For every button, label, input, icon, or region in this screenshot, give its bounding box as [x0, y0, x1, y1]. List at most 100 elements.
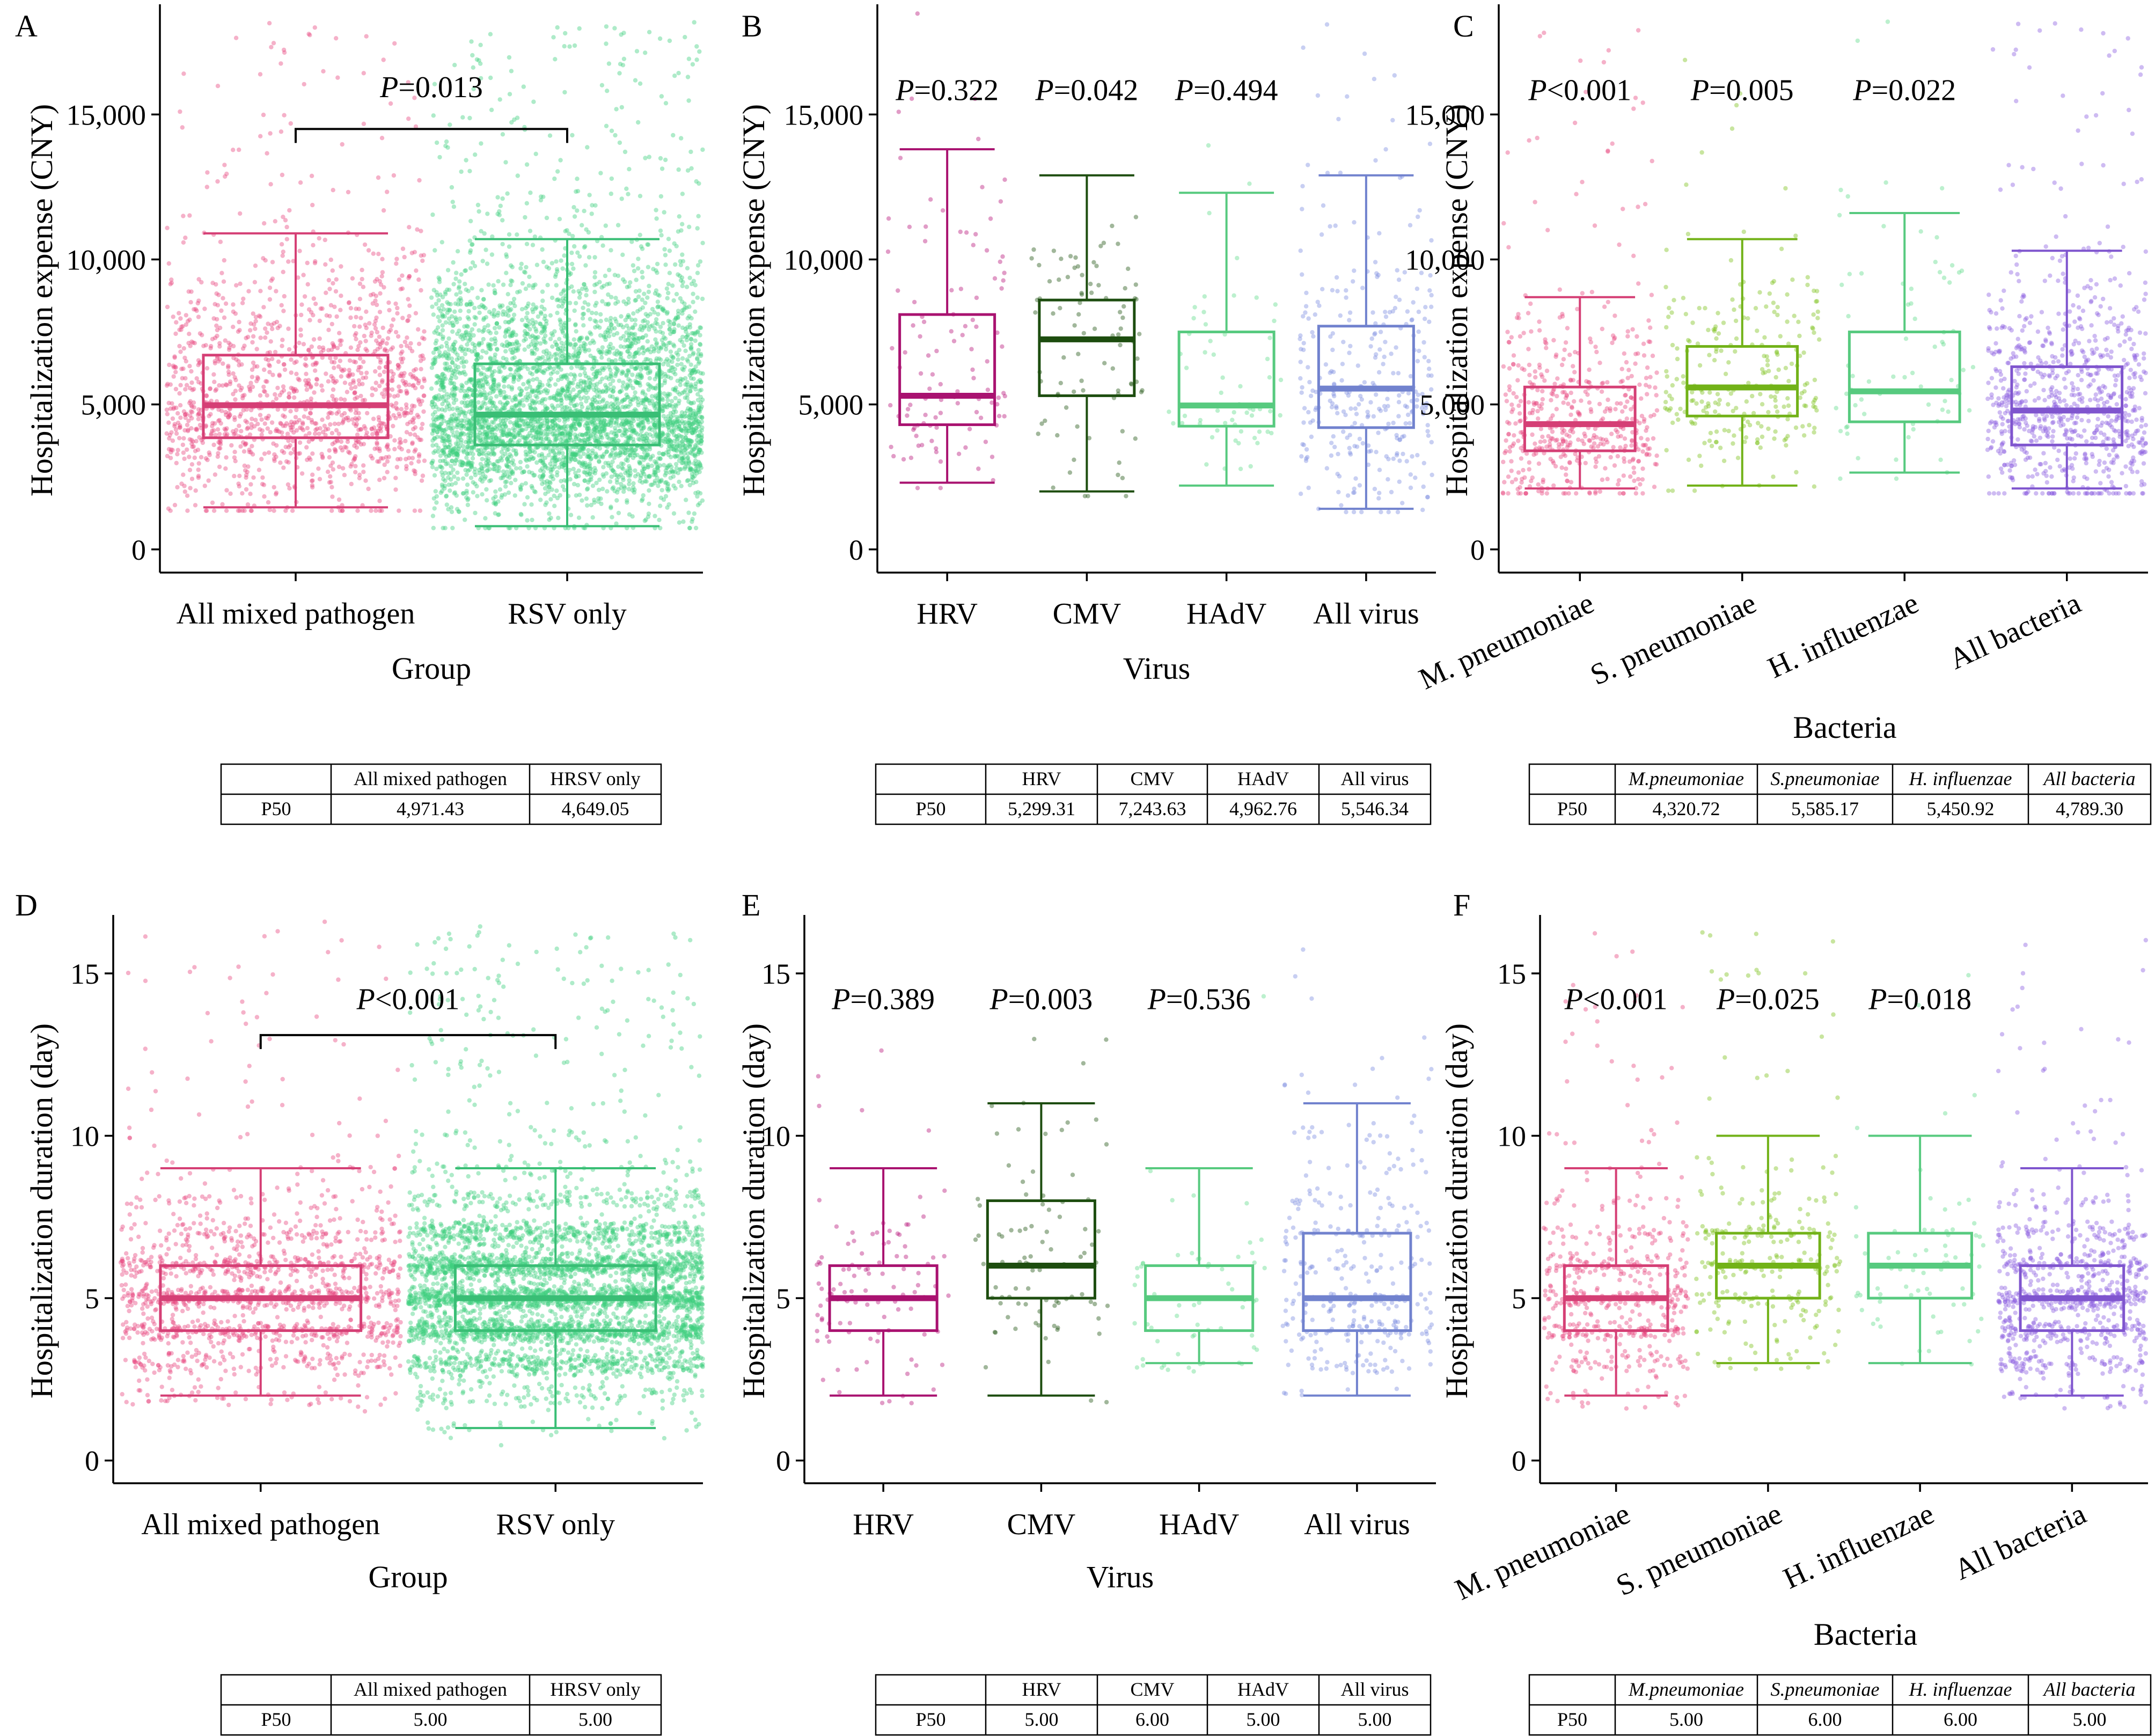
point [457, 316, 463, 321]
point [390, 345, 395, 350]
point [172, 503, 178, 508]
point [402, 371, 407, 376]
point [647, 283, 651, 289]
point [585, 145, 590, 150]
point [547, 378, 552, 383]
point [653, 385, 657, 391]
point [245, 502, 251, 507]
point [280, 172, 285, 178]
point [283, 444, 288, 450]
point [184, 359, 188, 364]
point [399, 343, 404, 349]
point [308, 385, 313, 390]
point [659, 94, 664, 99]
point [181, 346, 186, 351]
point [173, 386, 179, 392]
point [642, 348, 647, 353]
point [181, 366, 186, 371]
point [534, 395, 540, 400]
point [636, 294, 641, 299]
point [586, 308, 591, 313]
point [658, 156, 663, 161]
point [610, 468, 615, 473]
point [293, 387, 298, 392]
point [662, 247, 667, 252]
point [177, 436, 182, 441]
point [196, 416, 201, 422]
point [197, 360, 203, 365]
point [691, 291, 695, 296]
point [168, 447, 174, 452]
point [261, 112, 266, 118]
point [211, 428, 216, 433]
point [290, 438, 296, 443]
point [681, 519, 686, 524]
point [677, 479, 681, 485]
point [416, 277, 421, 282]
point [375, 442, 379, 446]
point [596, 487, 602, 493]
point [187, 455, 192, 459]
point [197, 422, 203, 428]
point [556, 365, 561, 370]
point [478, 42, 483, 48]
point [689, 166, 694, 171]
point [606, 61, 612, 66]
point [486, 282, 491, 287]
point [175, 448, 180, 452]
point [310, 483, 315, 488]
point [665, 505, 670, 510]
point [382, 369, 387, 375]
point [520, 281, 525, 286]
point [190, 439, 195, 444]
point [174, 431, 179, 436]
point [220, 502, 225, 507]
point [688, 149, 693, 155]
point [585, 503, 590, 508]
point [587, 193, 592, 197]
point [573, 322, 578, 327]
point [685, 75, 691, 79]
point [693, 525, 699, 531]
point [446, 438, 451, 443]
point [339, 413, 344, 417]
point [346, 301, 351, 305]
point [243, 442, 248, 448]
point [675, 448, 679, 453]
point [603, 223, 609, 228]
point [288, 121, 293, 126]
point [681, 443, 686, 448]
point [488, 478, 494, 483]
point [207, 414, 211, 419]
point [412, 433, 417, 437]
point [614, 107, 619, 112]
point [454, 493, 459, 498]
point [668, 349, 673, 354]
point [244, 335, 248, 341]
point [165, 453, 170, 459]
point [294, 371, 299, 376]
point [503, 334, 508, 339]
point [477, 328, 481, 333]
point [490, 372, 495, 378]
point [202, 306, 207, 311]
point [237, 414, 243, 419]
point [171, 365, 177, 370]
point [507, 232, 512, 237]
point [472, 346, 477, 350]
point [605, 89, 610, 93]
point [166, 400, 171, 406]
point [165, 304, 170, 310]
point [355, 417, 360, 422]
point [580, 498, 584, 503]
point [460, 356, 465, 361]
point [453, 386, 458, 391]
point [331, 281, 335, 286]
point [215, 84, 221, 89]
point [399, 407, 404, 412]
point [391, 317, 396, 322]
point [309, 396, 313, 401]
point [659, 488, 664, 493]
point [455, 249, 460, 254]
point [373, 326, 378, 331]
